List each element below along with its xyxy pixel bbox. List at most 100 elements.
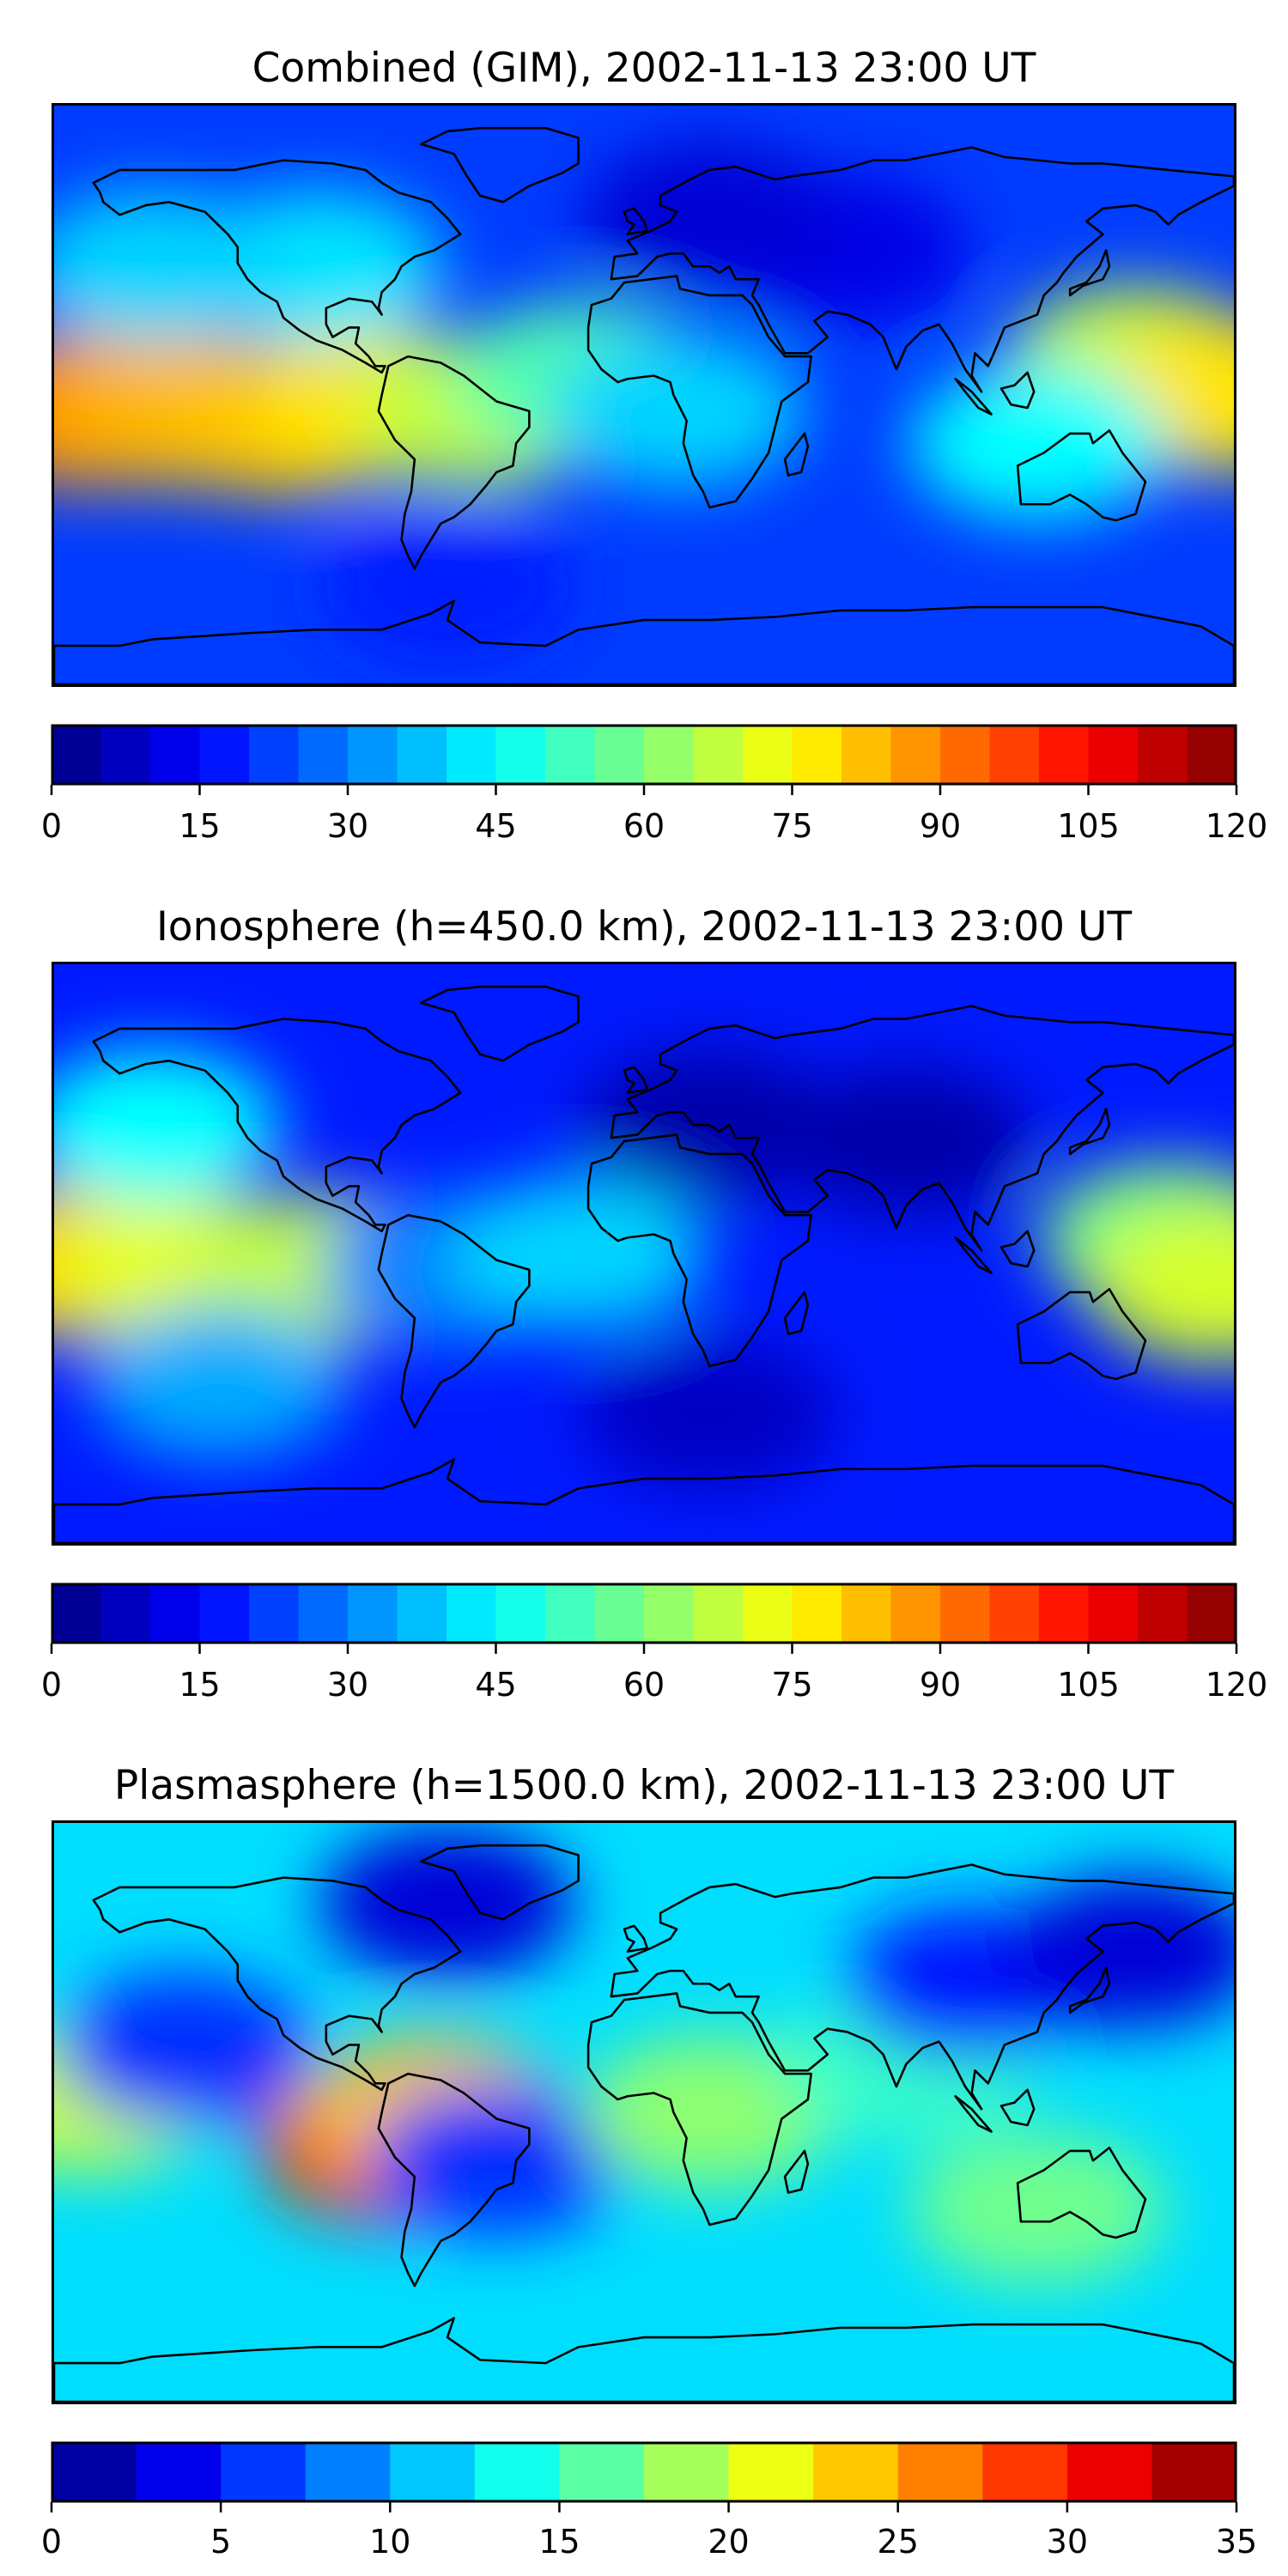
colorbar-segment [52,1583,102,1643]
field-blob [777,1064,1035,1218]
coastline [954,2094,993,2133]
coastlines [54,985,1234,1543]
world-map [54,964,1234,1543]
colorbar-tick-label: 45 [475,807,517,845]
colorbar-segment [989,1583,1040,1643]
colorbar-segment [447,1583,497,1643]
field-layer [54,141,1234,665]
colorbar [50,724,1238,795]
colorbar-segment [249,1583,300,1643]
colorbar-tick-label: 60 [623,807,665,845]
field-blob [57,1971,314,2125]
colorbar-segment [1187,1583,1237,1643]
colorbar-segment [1151,2442,1237,2502]
colorbar-segment [813,2442,899,2502]
coastline [954,1236,993,1274]
colorbar-segment [495,725,546,785]
colorbar-segment [982,2442,1068,2502]
world-map [54,106,1234,684]
colorbar-segment [545,1583,596,1643]
colorbar-segment [1187,725,1237,785]
coastline [586,275,812,509]
colorbar-segment [52,725,102,785]
colorbar-segment [100,725,151,785]
coastline [783,2149,810,2194]
colorbar-segment [249,725,300,785]
coastline [1068,1966,1111,2014]
coastline [420,1844,580,1921]
colorbar-tick-label: 15 [179,807,221,845]
colorbar-segment [897,2442,983,2502]
coastline [586,1133,812,1368]
colorbar-segment [1088,725,1139,785]
colorbar-segment [841,1583,892,1643]
world-map [54,1823,1234,2402]
colorbar-segment [890,1583,941,1643]
coastline [1068,1108,1111,1156]
coastlines [54,1844,1234,2402]
coastline [54,2317,1234,2402]
colorbar-tick-label: 0 [40,807,63,845]
field-blob [580,141,838,295]
colorbar-segment [693,725,744,785]
colorbar-tick-label: 25 [877,2523,919,2561]
colorbar-tick-label: 75 [771,807,813,845]
colorbar-segment [447,725,497,785]
colorbar [50,2441,1238,2512]
panel-title: Ionosphere (h=450.0 km), 2002-11-13 23:0… [155,903,1133,951]
coastline [954,377,993,416]
colorbar-ticks: 0 15 30 45 60 75 90 105 120 [41,1666,1267,1709]
coastline [999,371,1036,410]
field-blob [89,1305,347,1459]
coastline [377,2072,531,2287]
colorbar-tick-label: 120 [1205,1666,1268,1704]
coastline [54,599,1234,684]
coastline [377,355,531,570]
colorbar-ticks: 0 15 30 45 60 75 90 105 120 [41,807,1267,850]
colorbar-segment [1138,725,1188,785]
colorbar-segment [792,1583,842,1643]
colorbar-tick-label: 30 [326,807,369,845]
colorbar-border [51,724,1237,786]
colorbar-segment [1088,1583,1139,1643]
colorbar-segment [743,725,793,785]
colorbar-tick-label: 30 [1046,2523,1089,2561]
colorbar-svg [50,1583,1238,1654]
field-blob [319,511,576,665]
colorbar-segment [150,725,201,785]
colorbar-border [51,1583,1237,1644]
colorbar-tick-label: 75 [771,1666,813,1704]
field-blob [908,2132,1166,2286]
colorbar-segment [940,725,991,785]
colorbar-segment [199,725,250,785]
colorbar-segment [199,1583,250,1643]
coastline [1068,249,1111,297]
panel-title: Combined (GIM), 2002-11-13 23:00 UT [252,45,1036,92]
colorbar-tick-label: 90 [919,1666,962,1704]
colorbar-segment [792,725,842,785]
colorbar-segment [644,2442,730,2502]
colorbar-segment [136,2442,222,2502]
colorbar-segment [221,2442,307,2502]
colorbar-tick-label: 105 [1057,807,1120,845]
colorbar-tick-label: 15 [538,2523,580,2561]
colorbar-segment [495,1583,546,1643]
colorbar-segment [1039,1583,1090,1643]
colorbar-segment [1138,1583,1188,1643]
colorbar-segment [1066,2442,1153,2502]
colorbar-svg [50,724,1238,795]
colorbar-segment [743,1583,793,1643]
colorbar-segment [559,2442,645,2502]
colorbar-segment [390,2442,476,2502]
colorbar-tick-label: 0 [40,1666,63,1704]
colorbar-tick-label: 5 [210,2523,232,2561]
field-blob [450,1176,708,1331]
coastline [586,1992,812,2227]
coastline [610,146,1234,393]
colorbar-tick-label: 15 [179,1666,221,1704]
colorbar-svg [50,2441,1238,2512]
coastline [623,1924,649,1953]
colorbar-segment [693,1583,744,1643]
colorbar-border [51,2441,1237,2503]
colorbar-segment [150,1583,201,1643]
